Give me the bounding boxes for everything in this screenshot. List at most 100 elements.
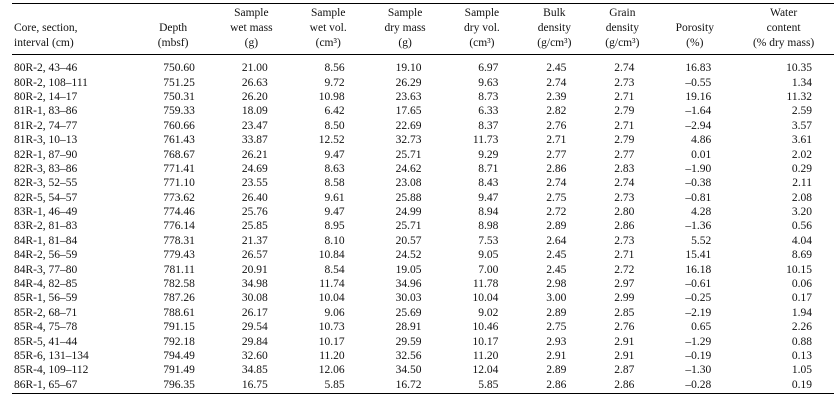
table-cell: 9.72: [324, 76, 345, 89]
table-cell: 32.60: [241, 350, 268, 362]
table-cell: 791.15: [163, 321, 195, 334]
table-cell: 2.75: [546, 321, 567, 334]
table-cell: 11.20: [472, 350, 499, 362]
table-row: 85R-1, 56–59 787.26 30.08 10.04 30.03 10.04 3.…: [12, 291, 834, 305]
table-cell: 8.54: [324, 263, 345, 276]
table-cell: 10.04: [318, 292, 345, 305]
table-cell: 26.29: [395, 76, 422, 89]
column-header-line: dry vol.: [464, 22, 500, 34]
table-cell: 24.99: [395, 206, 422, 219]
column-header-line: density: [537, 22, 571, 34]
table-cell: 11.78: [472, 278, 499, 291]
column-header-line: content: [766, 22, 801, 34]
table-cell: 2.74: [614, 62, 635, 75]
table-row: 85R-2, 68–71 788.61 26.17 9.06 25.69 9.02 2.89…: [12, 306, 834, 320]
table-cell: 19.10: [395, 62, 422, 75]
column-header: Porosity (%): [656, 3, 734, 55]
column-header-line: wet vol.: [309, 22, 347, 34]
table-cell: 8.73: [478, 90, 499, 103]
column-header: Sample wet mass (g): [212, 3, 290, 55]
column-header-line: interval (cm): [14, 37, 74, 49]
table-cell: 10.15: [786, 263, 812, 276]
table-cell: 788.61: [163, 306, 195, 319]
table-cell: 26.17: [241, 306, 268, 319]
table-cell: 30.03: [395, 292, 422, 305]
column-header-line: (cm³): [315, 37, 341, 49]
table-cell: 7.00: [478, 263, 499, 276]
table-cell: 80R-2, 43–46: [14, 62, 78, 75]
table-cell: 30.08: [241, 292, 268, 305]
table-cell: 5.52: [691, 234, 712, 247]
table-cell: 82R-1, 87–90: [14, 148, 78, 161]
table-row: 82R-1, 87–90 768.67 26.21 9.47 25.71 9.29 2.77…: [12, 147, 834, 161]
table-cell: 0.19: [733, 377, 834, 394]
table-cell: 2.89: [546, 364, 567, 377]
table-cell: 0.65: [691, 321, 712, 334]
table-cell: 750.60: [163, 62, 195, 75]
table-cell: 25.71: [395, 148, 422, 161]
table-cell: 10.35: [786, 62, 812, 75]
table-cell: 8.56: [324, 62, 345, 75]
table-cell: 8.94: [478, 206, 499, 219]
table-row: 81R-2, 74–77 760.66 23.47 8.50 22.69 8.37 2.76…: [12, 119, 834, 133]
table-cell: 10.98: [318, 90, 345, 103]
table-cell: 10.04: [472, 292, 499, 305]
table-cell: –1.90: [685, 162, 712, 175]
table-cell: 9.61: [324, 191, 345, 204]
column-header-line: (mbsf): [157, 37, 189, 49]
table-cell: 26.20: [241, 90, 268, 103]
table-row: 84R-4, 82–85 782.58 34.98 11.74 34.96 11.78 2.…: [12, 277, 834, 291]
table-cell: 83R-2, 81–83: [14, 220, 78, 233]
table-cell: 26.63: [241, 76, 268, 89]
column-header: Sample dry vol. (cm³): [443, 3, 521, 55]
table-cell: 16.75: [212, 377, 290, 394]
table-cell: –1.30: [685, 364, 712, 377]
table-cell: 2.72: [614, 263, 635, 276]
table-cell: 81R-3, 10–13: [14, 134, 78, 147]
column-header: Water content (% dry mass): [733, 3, 834, 55]
table-cell: 2.97: [614, 278, 635, 291]
table-cell: 8.58: [324, 177, 345, 190]
table-cell: 2.71: [614, 90, 635, 103]
table-cell: 84R-2, 56–59: [14, 249, 78, 262]
column-header-line: Bulk: [543, 7, 566, 19]
table-cell: 0.88: [791, 335, 812, 348]
table-cell: 2.91: [614, 350, 635, 362]
table-cell: 2.86: [520, 377, 589, 394]
table-cell: 82R-5, 54–57: [14, 191, 78, 204]
table-cell: 34.85: [241, 364, 268, 377]
column-header-line: Core, section,: [14, 22, 78, 34]
table-cell: 11.20: [319, 350, 345, 362]
table-cell: 20.57: [395, 234, 422, 247]
table-cell: 9.63: [478, 76, 499, 89]
table-cell: 8.37: [478, 119, 499, 132]
column-header-line: wet mass: [230, 22, 273, 34]
table-row: 86R-1, 65–67 796.35 16.75 5.85 16.72 5.85 2.86…: [12, 377, 834, 394]
table-cell: 2.59: [791, 105, 812, 118]
table-cell: 0.56: [791, 220, 812, 233]
table-cell: 81R-2, 74–77: [14, 119, 78, 132]
table-cell: 2.89: [546, 220, 567, 233]
table-cell: 15.41: [685, 249, 712, 262]
table-cell: 25.71: [395, 220, 422, 233]
table-cell: 2.85: [614, 306, 635, 319]
table-cell: 83R-1, 46–49: [14, 206, 78, 219]
table-cell: 759.33: [163, 105, 195, 118]
table-cell: 2.73: [614, 234, 635, 247]
table-cell: 2.45: [546, 263, 567, 276]
table-cell: 34.96: [395, 278, 422, 291]
table-cell: 2.76: [546, 119, 567, 132]
table-row: 85R-4, 109–112 791.49 34.85 12.06 34.50 12.04…: [12, 363, 834, 377]
table-cell: 25.85: [241, 220, 268, 233]
table-cell: 2.71: [614, 249, 635, 262]
table-cell: 11.73: [472, 134, 499, 147]
column-header: Depth (mbsf): [133, 3, 213, 55]
column-header-line: dry mass: [384, 22, 426, 34]
table-cell: 25.69: [395, 306, 422, 319]
table-cell: 29.54: [241, 321, 268, 334]
table-row: 80R-2, 14–17 750.31 26.20 10.98 23.63 8.73 2.3…: [12, 90, 834, 104]
table-cell: 2.72: [546, 206, 567, 219]
table-cell: 80R-2, 108–111: [14, 76, 88, 89]
table-cell: 2.91: [546, 350, 567, 362]
